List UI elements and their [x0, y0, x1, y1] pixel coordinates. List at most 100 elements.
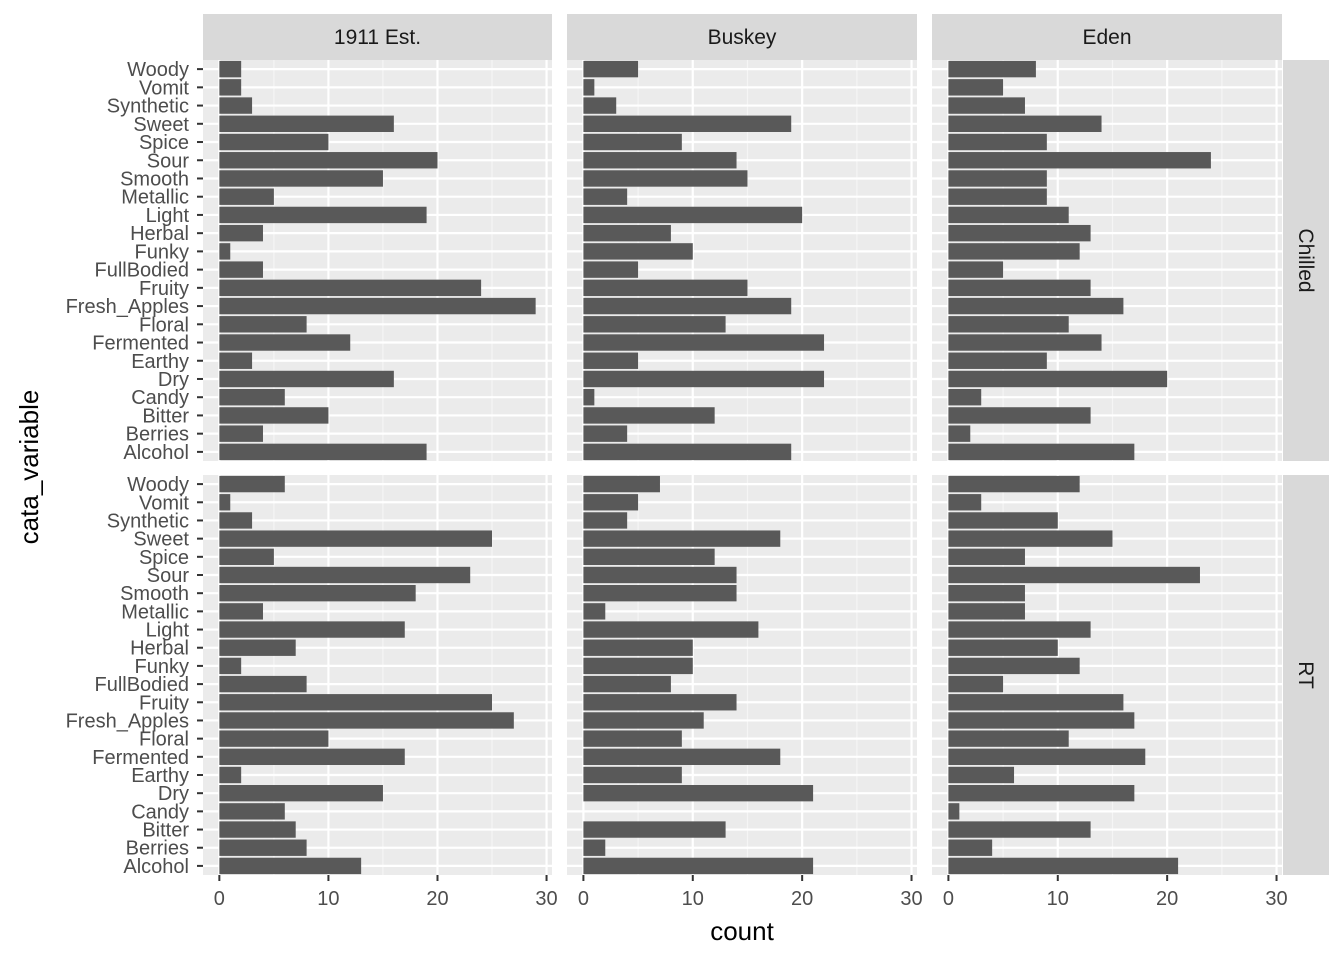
bar-rt-1911-est-floral: [219, 730, 329, 747]
bar-rt-1911-est-herbal: [219, 639, 296, 656]
bar-chilled-buskey-smooth: [583, 170, 748, 187]
bar-chilled-eden-fullbodied: [948, 261, 1004, 278]
bar-rt-eden-dry: [948, 785, 1135, 802]
y-tick-label: Metallic: [121, 601, 189, 623]
bar-chilled-buskey-fermented: [583, 334, 825, 351]
y-tick-label: Floral: [139, 314, 189, 336]
y-tick-label: Spice: [139, 132, 189, 154]
bar-rt-1911-est-fullbodied: [219, 675, 307, 693]
y-tick-label: Spice: [139, 547, 189, 569]
x-tick-label: 10: [317, 888, 339, 910]
bar-rt-buskey-earthy: [583, 766, 682, 784]
bar-chilled-buskey-vomit: [583, 79, 595, 96]
bar-chilled-buskey-floral: [583, 316, 726, 333]
y-tick-label: Light: [146, 620, 190, 642]
bar-chilled-eden-synthetic: [948, 97, 1025, 114]
x-tick-label: 20: [791, 888, 813, 910]
column-strip-eden: [932, 14, 1282, 60]
bar-rt-buskey-fermented: [583, 748, 781, 765]
bar-rt-buskey-bitter: [583, 821, 726, 838]
y-tick-label: Dry: [158, 369, 189, 391]
bar-chilled-1911-est-funky: [219, 243, 231, 260]
y-tick-label: Fruity: [139, 692, 189, 714]
bar-chilled-eden-light: [948, 206, 1069, 224]
facet-strips: Chilled RT 1911 Est. Buskey Eden: [203, 14, 1329, 875]
y-tick-label: Sour: [147, 565, 190, 587]
bar-chilled-eden-fresh-apples: [948, 297, 1124, 315]
bar-chilled-eden-vomit: [948, 79, 1004, 96]
y-tick-label: Dry: [158, 783, 189, 805]
bar-chilled-eden-fermented: [948, 334, 1102, 351]
bar-chilled-eden-metallic: [948, 188, 1047, 205]
x-tick-label: 0: [214, 888, 225, 910]
bar-rt-eden-smooth: [948, 585, 1025, 602]
bar-rt-1911-est-bitter: [219, 821, 296, 838]
bar-chilled-1911-est-spice: [219, 133, 329, 151]
x-tick-label: 30: [535, 888, 557, 910]
y-tick-label: Funky: [135, 656, 189, 678]
bar-rt-buskey-woody: [583, 475, 660, 493]
x-tick-label: 30: [1265, 888, 1287, 910]
y-tick-label: Vomit: [139, 492, 189, 514]
bar-rt-buskey-spice: [583, 548, 715, 565]
bar-rt-1911-est-synthetic: [219, 512, 253, 529]
bar-rt-buskey-fresh-apples: [583, 712, 704, 729]
y-tick-label: Synthetic: [107, 96, 189, 118]
bar-chilled-1911-est-metallic: [219, 188, 274, 205]
y-tick-label: Funky: [135, 241, 189, 263]
row-strip-rt: [1283, 475, 1329, 875]
bar-rt-1911-est-fermented: [219, 748, 405, 765]
bar-rt-eden-floral: [948, 730, 1069, 747]
y-tick-label: Woody: [127, 59, 189, 81]
bar-rt-buskey-vomit: [583, 494, 639, 511]
y-tick-label: Fruity: [139, 278, 189, 300]
bar-rt-1911-est-sweet: [219, 530, 493, 547]
x-tick-label: 10: [682, 888, 704, 910]
x-tick-label: 20: [1156, 888, 1178, 910]
bar-rt-1911-est-vomit: [219, 494, 231, 511]
bar-chilled-1911-est-berries: [219, 425, 263, 442]
bar-rt-1911-est-fresh-apples: [219, 712, 514, 729]
bar-rt-1911-est-woody: [219, 475, 285, 493]
bar-chilled-buskey-light: [583, 206, 803, 224]
bar-chilled-1911-est-fresh-apples: [219, 297, 536, 315]
bar-rt-buskey-synthetic: [583, 512, 628, 529]
bar-rt-1911-est-earthy: [219, 766, 242, 784]
bar-rt-eden-funky: [948, 657, 1080, 675]
y-tick-label: Woody: [127, 474, 189, 496]
bar-rt-1911-est-berries: [219, 839, 307, 856]
bar-chilled-eden-woody: [948, 60, 1036, 78]
bar-rt-buskey-floral: [583, 730, 682, 747]
bar-chilled-eden-smooth: [948, 170, 1047, 187]
y-tick-label: Fresh_Apples: [66, 710, 189, 732]
bar-chilled-buskey-sour: [583, 152, 737, 169]
bar-chilled-1911-est-vomit: [219, 79, 242, 96]
bar-chilled-eden-earthy: [948, 352, 1047, 369]
bar-rt-eden-vomit: [948, 494, 982, 511]
y-tick-label: Synthetic: [107, 510, 189, 532]
bar-rt-eden-candy: [948, 803, 960, 820]
bar-rt-1911-est-light: [219, 621, 405, 638]
bar-rt-eden-sour: [948, 566, 1200, 584]
bar-rt-eden-metallic: [948, 603, 1025, 620]
bar-rt-1911-est-alcohol: [219, 857, 362, 875]
bar-chilled-1911-est-fruity: [219, 279, 482, 297]
bar-chilled-buskey-candy: [583, 389, 595, 406]
column-strip-label: 1911 Est.: [334, 26, 421, 49]
bar-chilled-buskey-sweet: [583, 115, 792, 132]
bar-rt-1911-est-spice: [219, 548, 274, 565]
bar-chilled-1911-est-herbal: [219, 224, 263, 242]
y-tick-label: FullBodied: [94, 674, 189, 696]
bar-chilled-eden-berries: [948, 425, 971, 442]
bar-chilled-buskey-fresh-apples: [583, 297, 792, 315]
y-tick-label: FullBodied: [94, 260, 189, 282]
bar-chilled-eden-alcohol: [948, 443, 1135, 461]
column-strip-1911-est: [203, 14, 552, 60]
bar-chilled-1911-est-sweet: [219, 115, 394, 132]
y-tick-label: Herbal: [130, 223, 189, 245]
bar-rt-buskey-herbal: [583, 639, 693, 656]
bar-rt-1911-est-sour: [219, 566, 471, 584]
bar-chilled-1911-est-dry: [219, 370, 394, 388]
bar-chilled-1911-est-smooth: [219, 170, 383, 187]
